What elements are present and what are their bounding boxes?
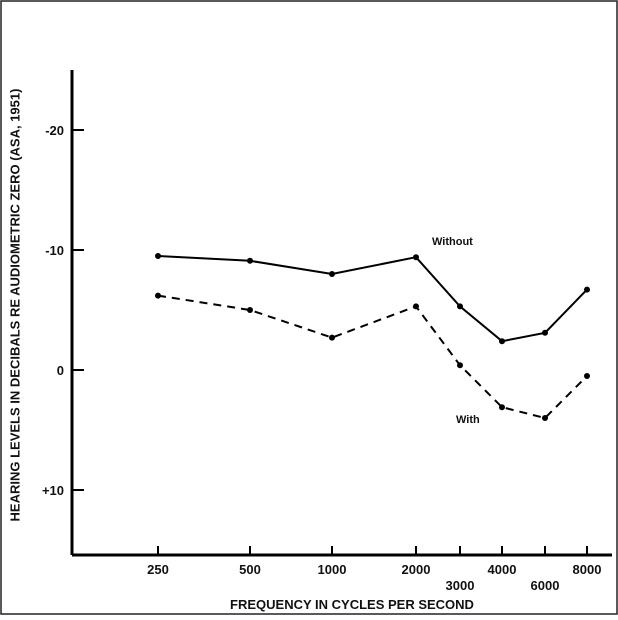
x-tick-label: 2000 — [402, 562, 431, 577]
y-tick-label: -10 — [45, 243, 64, 258]
series-label-with: With — [456, 414, 480, 426]
y-tick-label: +10 — [42, 483, 64, 498]
data-point-without — [457, 303, 463, 310]
data-point-without — [329, 271, 335, 277]
data-point-with — [584, 373, 590, 379]
x-tick-label: 6000 — [531, 578, 560, 593]
series-line-without — [157, 255, 588, 343]
x-tick-label: 4000 — [488, 562, 517, 577]
x-tick-label: 1000 — [318, 562, 347, 577]
data-point-with — [499, 404, 505, 411]
data-point-without — [584, 286, 590, 293]
y-axis-label: HEARING LEVELS IN DECIBALS RE AUDIOMETRI… — [7, 89, 22, 522]
data-point-with — [542, 415, 548, 421]
data-point-without — [413, 254, 419, 261]
series-line-with — [157, 294, 588, 420]
data-point-with — [155, 292, 161, 299]
data-point-with — [413, 303, 419, 310]
x-axis-label: FREQUENCY IN CYCLES PER SECOND — [230, 597, 474, 612]
y-tick-label: 0 — [57, 363, 64, 378]
data-point-without — [247, 257, 253, 264]
series-label-without: Without — [432, 236, 473, 248]
x-tick-label: 250 — [147, 562, 169, 577]
x-tick-label: 500 — [239, 562, 261, 577]
data-point-without — [155, 253, 161, 259]
data-point-with — [329, 334, 335, 341]
data-point-without — [499, 338, 505, 345]
x-ticks: 250 500 1000 2000 3000 4000 6000 8000 — [147, 546, 601, 593]
data-point-with — [457, 362, 463, 369]
y-tick-label: -20 — [45, 123, 64, 138]
data-point-with — [247, 307, 253, 313]
x-tick-label: 8000 — [573, 562, 602, 577]
series-layer: Without With — [155, 236, 590, 426]
x-tick-label: 3000 — [446, 578, 475, 593]
y-ticks: -20 -10 0 +10 — [42, 123, 84, 498]
data-point-without — [542, 329, 548, 336]
